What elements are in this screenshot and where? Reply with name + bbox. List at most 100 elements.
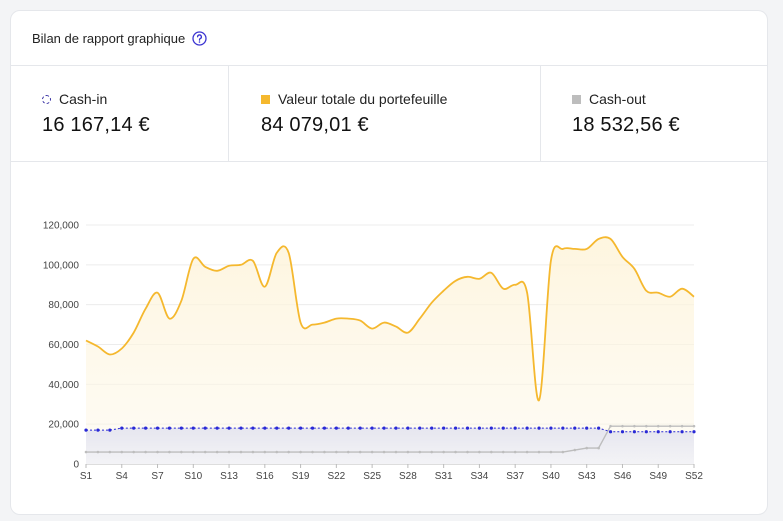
cash-in-point	[501, 426, 505, 430]
y-tick-label: 60,000	[48, 340, 79, 351]
x-tick-label: S16	[256, 471, 274, 482]
report-card: Bilan de rapport graphique Cash-in 16 16…	[10, 10, 768, 515]
cash-in-point	[275, 426, 279, 430]
cash-in-point	[656, 430, 660, 434]
cash-in-point	[334, 426, 338, 430]
x-tick-label: S28	[399, 471, 417, 482]
cash-out-point	[597, 446, 600, 450]
cash-out-point	[191, 450, 195, 454]
cash-out-point	[430, 450, 434, 454]
cash-out-point	[394, 450, 398, 454]
question-circle-icon[interactable]	[192, 30, 207, 46]
cash-in-point	[251, 426, 255, 430]
x-tick-label: S49	[649, 471, 667, 482]
cash-out-point	[609, 424, 612, 428]
cash-in-point	[155, 426, 160, 430]
cash-out-point	[549, 450, 553, 454]
x-tick-label: S13	[220, 471, 238, 482]
cash-in-point	[525, 426, 529, 430]
cash-in-point	[537, 426, 541, 430]
cash-in-point	[477, 426, 482, 430]
cash-out-point	[680, 424, 684, 428]
cash-out-point	[573, 448, 577, 452]
x-tick-label: S25	[363, 471, 381, 482]
x-tick-label: S7	[151, 471, 164, 482]
cash-out-point	[454, 450, 457, 454]
x-tick-label: S19	[292, 471, 310, 482]
cash-in-point	[597, 426, 601, 430]
cash-in-point	[620, 430, 625, 434]
x-tick-label: S43	[578, 471, 596, 482]
stat-portfolio: Valeur totale du portefeuille 84 079,01 …	[228, 66, 540, 161]
cash-in-point	[632, 430, 636, 434]
cash-out-point	[323, 450, 326, 454]
cash-out-point	[311, 450, 314, 454]
cash-in-point	[608, 430, 613, 434]
chart-area: 0 20,000 40,000 60,000 80,000 100,000 120,000 S…	[11, 162, 768, 515]
cash-out-point	[120, 450, 124, 454]
x-tick-label: S52	[685, 471, 703, 482]
stat-portfolio-label: Valeur totale du portefeuille	[278, 91, 448, 107]
cash-in-point	[227, 426, 231, 430]
cash-in-point	[418, 426, 422, 430]
cash-out-point	[239, 450, 243, 454]
x-tick-label: S4	[116, 471, 129, 482]
cash-out-point	[144, 450, 147, 454]
cash-out-point	[84, 450, 88, 454]
cash-in-point	[370, 426, 374, 430]
cash-in-point	[430, 426, 434, 430]
cash-in-point	[322, 426, 327, 430]
stat-cash-out-value: 18 532,56 €	[572, 114, 680, 136]
cash-out-point	[561, 450, 565, 454]
cash-out-point	[287, 450, 290, 454]
stat-cash-in: Cash-in 16 167,14 €	[11, 66, 228, 161]
cash-in-point	[549, 426, 553, 430]
portfolio-line	[85, 236, 695, 402]
cash-in-point	[167, 426, 172, 430]
x-tick-label: S40	[542, 471, 560, 482]
card-header: Bilan de rapport graphique	[11, 11, 767, 66]
cash-in-line	[86, 427, 694, 433]
stat-cash-out-label: Cash-out	[589, 91, 646, 107]
stat-portfolio-value: 84 079,01 €	[261, 114, 369, 136]
cash-out-point	[645, 424, 648, 428]
cash-out-point	[180, 450, 183, 454]
stats-row: Cash-in 16 167,14 € Valeur totale du por…	[11, 66, 767, 162]
cash-in-point	[310, 426, 315, 430]
cash-out-point	[501, 450, 505, 454]
portfolio-marker-icon	[261, 94, 270, 104]
x-tick-label: S1	[80, 471, 93, 482]
cash-in-point	[585, 426, 589, 430]
x-tick-label: S46	[614, 471, 632, 482]
cash-in-point	[120, 426, 124, 430]
cash-out-point	[490, 450, 493, 454]
cash-out-point	[370, 450, 374, 454]
portfolio-chart[interactable]: 0 20,000 40,000 60,000 80,000 100,000 120,000 S…	[11, 162, 768, 515]
cash-out-point	[478, 450, 481, 454]
cash-in-point	[453, 426, 458, 430]
cash-out-point	[168, 450, 171, 454]
stat-cash-in-value: 16 167,14 €	[42, 114, 150, 136]
cash-out-point	[513, 450, 517, 454]
y-tick-label: 40,000	[48, 380, 79, 391]
cash-out-point	[227, 450, 231, 454]
cash-out-point	[656, 424, 660, 428]
x-tick-label: S34	[471, 471, 489, 482]
cash-in-point	[668, 430, 672, 434]
cash-out-point	[335, 450, 338, 454]
y-tick-label: 120,000	[43, 221, 80, 232]
cash-in-point	[680, 430, 684, 434]
cash-in-point	[239, 426, 243, 430]
cash-in-point	[84, 428, 88, 432]
y-tick-label: 0	[73, 460, 79, 471]
cash-in-point	[644, 430, 648, 434]
cash-out-point	[358, 450, 362, 454]
cash-out-point	[346, 450, 350, 454]
cash-in-point	[132, 426, 136, 430]
cash-out-point	[275, 450, 279, 454]
cash-in-point	[298, 426, 303, 430]
cash-out-point	[299, 450, 302, 454]
y-tick-label: 100,000	[43, 260, 80, 271]
cash-out-point	[537, 450, 541, 454]
cash-out-point	[692, 424, 696, 428]
